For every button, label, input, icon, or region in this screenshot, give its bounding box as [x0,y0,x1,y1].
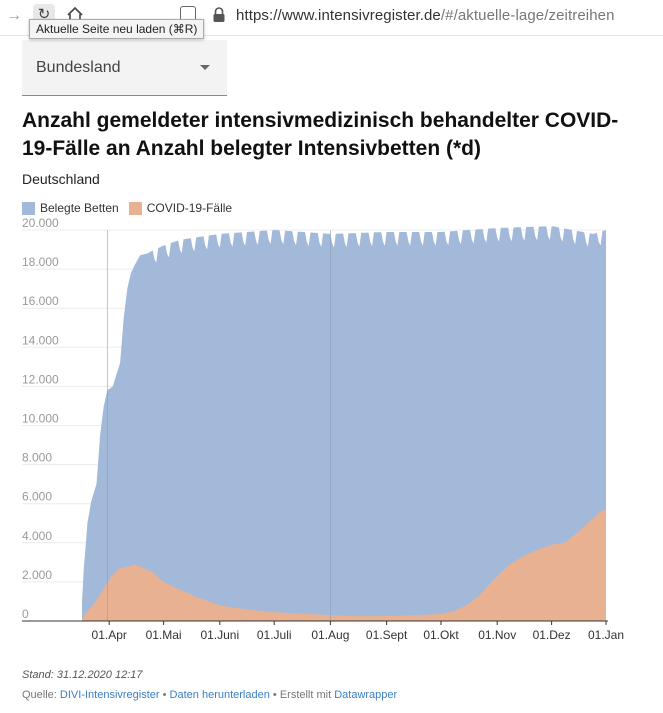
y-tick-label: 20.000 [22,218,59,230]
footer-separator-1: • [159,689,170,701]
y-tick-label: 0 [22,607,29,621]
reload-tooltip: Aktuelle Seite neu laden (⌘R) [29,19,205,39]
lock-icon [212,7,226,23]
y-tick-label: 14.000 [22,333,59,347]
chart-legend: Belegte Betten COVID-19-Fälle [22,200,242,216]
area-chart-svg: 20.000 18.000 16.000 14.000 12.000 10.000 8.00… [22,218,624,642]
caret-down-icon [200,65,210,70]
y-tick-label: 6.000 [22,490,52,504]
datawrapper-link[interactable]: Datawrapper [334,689,398,701]
x-tick-label: 01.Dez [533,628,571,642]
x-tick-label: 01.Jan [588,628,624,642]
legend-label-belegte-betten: Belegte Betten [40,201,119,215]
footer-stand: Stand: 31.12.2020 12:17 [22,669,143,681]
footer-separator-2: • [269,689,280,701]
y-tick-label: 16.000 [22,294,59,308]
footer-quelle-prefix: Quelle: [22,689,60,701]
chart-title: Anzahl gemeldeter intensivmedizinisch be… [22,109,619,160]
x-tick-label: 01.Juni [200,628,239,642]
bundesland-select[interactable]: Bundesland [22,40,227,96]
y-tick-label: 2.000 [22,568,52,582]
legend-swatch-covid-faelle [128,201,142,215]
divi-link[interactable]: DIVI-Intensivregister [59,689,160,701]
x-tick-label: 01.Apr [92,628,127,642]
chart-subtitle: Deutschland [22,171,100,187]
legend-item-belegte-betten: Belegte Betten [22,201,119,215]
url-domain: https://www.intensivregister.de [236,7,441,24]
x-tick-label: 01.Juli [257,628,292,642]
bundesland-select-label: Bundesland [36,59,121,76]
area-covid-faelle [82,509,606,621]
footer-source: Quelle: DIVI-Intensivregister • Daten he… [22,689,397,701]
area-belegte-betten [82,226,606,621]
y-tick-label: 18.000 [22,255,59,269]
footer-created-text: Erstellt mit [279,689,335,701]
download-data-link[interactable]: Daten herunterladen [169,689,270,701]
x-tick-label: 01.Aug [311,628,349,642]
area-chart[interactable]: 20.000 18.000 16.000 14.000 12.000 10.000 8.00… [0,218,663,648]
legend-swatch-belegte-betten [22,201,35,215]
legend-label-covid-faelle: COVID-19-Fälle [146,201,233,215]
url-path: /#/aktuelle-lage/zeitreihen [440,7,615,24]
forward-arrow-icon[interactable]: → [6,7,22,24]
y-tick-label: 10.000 [22,412,59,426]
y-tick-label: 8.000 [22,451,52,465]
legend-item-covid-faelle: COVID-19-Fälle [128,201,233,215]
x-tick-label: 01.Sept [366,628,408,642]
x-tick-label: 01.Mai [146,628,182,642]
address-bar-url[interactable]: https://www.intensivregister.de/#/aktuel… [236,7,615,24]
x-tick-label: 01.Nov [478,628,516,642]
y-tick-label: 12.000 [22,372,59,386]
x-tick-label: 01.Okt [423,628,459,642]
y-tick-label: 4.000 [22,529,52,543]
